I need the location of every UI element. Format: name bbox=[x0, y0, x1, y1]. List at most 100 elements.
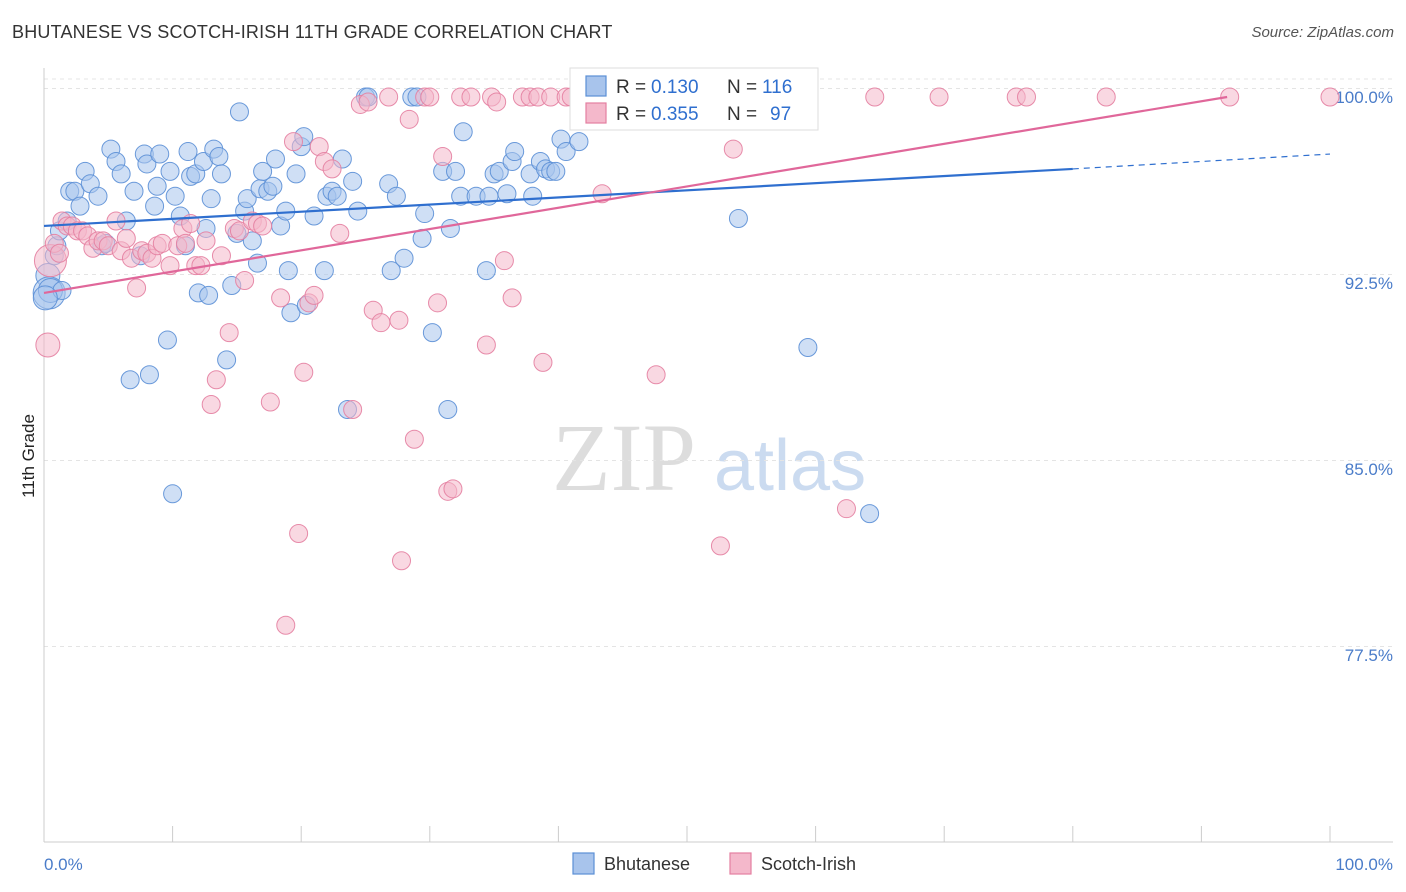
stats-legend-box bbox=[569, 67, 819, 131]
scotch-irish-point bbox=[175, 233, 195, 253]
trend-lines bbox=[43, 95, 1331, 295]
tick-labels: 77.5% 85.0% 92.5% 100.0% 0.0% 100.0% bbox=[44, 88, 1393, 874]
scotch-irish-point bbox=[35, 332, 61, 358]
bhutanese-point bbox=[178, 142, 198, 162]
scotch-irish-point bbox=[271, 288, 291, 308]
bhutanese-point bbox=[446, 161, 466, 181]
scotch-irish-point bbox=[865, 87, 885, 107]
bhutanese-point bbox=[327, 186, 347, 206]
scotch-irish-point bbox=[358, 92, 378, 112]
y-tick-label: 85.0% bbox=[1345, 460, 1393, 479]
r-value-1: 0.130 bbox=[651, 77, 699, 98]
n-value-1: 116 bbox=[762, 77, 792, 98]
bhutanese-point bbox=[139, 365, 159, 385]
scotch-irish-point bbox=[253, 216, 273, 236]
scotch-irish-point bbox=[1096, 87, 1116, 107]
bhutanese-point bbox=[32, 285, 58, 311]
bhutanese-point bbox=[242, 231, 262, 251]
trend-line-scotch-irish bbox=[43, 95, 1228, 295]
r-label-1: R = bbox=[616, 77, 646, 98]
scotch-irish-point bbox=[343, 399, 363, 419]
y-axis-title: 11th Grade bbox=[19, 414, 38, 498]
bhutanese-point bbox=[453, 122, 473, 142]
bhutanese-point bbox=[209, 147, 229, 167]
source-credit: Source: ZipAtlas.com bbox=[1251, 24, 1394, 41]
bhutanese-point bbox=[556, 142, 576, 162]
trend-line-bhutanese bbox=[43, 167, 1073, 228]
bhutanese-point bbox=[569, 132, 589, 152]
scotch-irish-point bbox=[206, 370, 226, 390]
x-tick-label: 100.0% bbox=[1335, 855, 1393, 874]
bhutanese-point bbox=[386, 186, 406, 206]
bhutanese-point bbox=[163, 484, 183, 504]
scotch-irish-point bbox=[428, 293, 448, 313]
scotch-irish-point bbox=[219, 323, 239, 343]
bhutanese-point bbox=[523, 186, 543, 206]
scotch-irish-point bbox=[433, 147, 453, 167]
bhutanese-point bbox=[157, 330, 177, 350]
scotch-irish-point bbox=[929, 87, 949, 107]
scotch-irish-point bbox=[127, 278, 147, 298]
bhutanese-point bbox=[265, 149, 285, 169]
watermark-zip: ZIP bbox=[552, 404, 696, 511]
bhutanese-point bbox=[415, 204, 435, 224]
scotch-irish-point bbox=[404, 429, 424, 449]
scotch-irish-point bbox=[487, 92, 507, 112]
series-legend: Bhutanese Scotch-Irish bbox=[572, 852, 856, 875]
scotch-irish-point bbox=[533, 352, 553, 372]
bhutanese-point bbox=[860, 504, 880, 524]
r-label-2: R = bbox=[616, 104, 646, 125]
scotch-irish-point bbox=[389, 310, 409, 330]
scotch-irish-point bbox=[260, 392, 280, 412]
series-bhutanese-points bbox=[32, 87, 880, 524]
bhutanese-point bbox=[348, 201, 368, 221]
y-tick-label: 92.5% bbox=[1345, 274, 1393, 293]
bottom-legend-swatch-bhutanese bbox=[572, 852, 595, 875]
bhutanese-point bbox=[217, 350, 237, 370]
bhutanese-point bbox=[489, 161, 509, 181]
scotch-irish-point bbox=[494, 251, 514, 271]
r-value-2: 0.355 bbox=[651, 104, 699, 125]
bhutanese-point bbox=[381, 261, 401, 281]
n-value-2: 97 bbox=[770, 104, 791, 125]
bhutanese-point bbox=[229, 102, 249, 122]
scotch-irish-point bbox=[229, 221, 249, 241]
trend-extension-bhutanese bbox=[1072, 153, 1331, 170]
bhutanese-point bbox=[286, 164, 306, 184]
bhutanese-point bbox=[145, 196, 165, 216]
bottom-legend-label-scotch-irish: Scotch-Irish bbox=[761, 854, 856, 874]
bhutanese-point bbox=[278, 261, 298, 281]
scotch-irish-point bbox=[461, 87, 481, 107]
scotch-irish-point bbox=[235, 271, 255, 291]
n-label-2: N = bbox=[727, 104, 757, 125]
watermark-atlas: atlas bbox=[714, 426, 866, 506]
scotch-irish-point bbox=[443, 479, 463, 499]
bhutanese-point bbox=[253, 161, 273, 181]
bhutanese-point bbox=[798, 337, 818, 357]
scotch-irish-point bbox=[379, 87, 399, 107]
scotch-irish-point bbox=[322, 159, 342, 179]
bhutanese-point bbox=[199, 285, 219, 305]
bhutanese-point bbox=[211, 164, 231, 184]
bhutanese-point bbox=[124, 181, 144, 201]
scotch-irish-point bbox=[710, 536, 730, 556]
bhutanese-point bbox=[70, 196, 90, 216]
scotch-irish-point bbox=[289, 523, 309, 543]
bhutanese-point bbox=[281, 303, 301, 323]
x-tick-label: 0.0% bbox=[44, 855, 83, 874]
bhutanese-point bbox=[440, 218, 460, 238]
y-tick-label: 77.5% bbox=[1345, 646, 1393, 665]
bhutanese-point bbox=[546, 161, 566, 181]
scotch-irish-point bbox=[399, 109, 419, 129]
scotch-irish-point bbox=[330, 223, 350, 243]
bhutanese-point bbox=[314, 261, 334, 281]
bhutanese-point bbox=[237, 189, 257, 209]
bhutanese-point bbox=[343, 171, 363, 191]
bhutanese-point bbox=[120, 370, 140, 390]
scotch-irish-point bbox=[49, 243, 69, 263]
bottom-legend-swatch-scotch-irish bbox=[729, 852, 752, 875]
legend-swatch-bhutanese bbox=[585, 75, 607, 97]
bhutanese-point bbox=[147, 176, 167, 196]
bhutanese-point bbox=[263, 176, 283, 196]
